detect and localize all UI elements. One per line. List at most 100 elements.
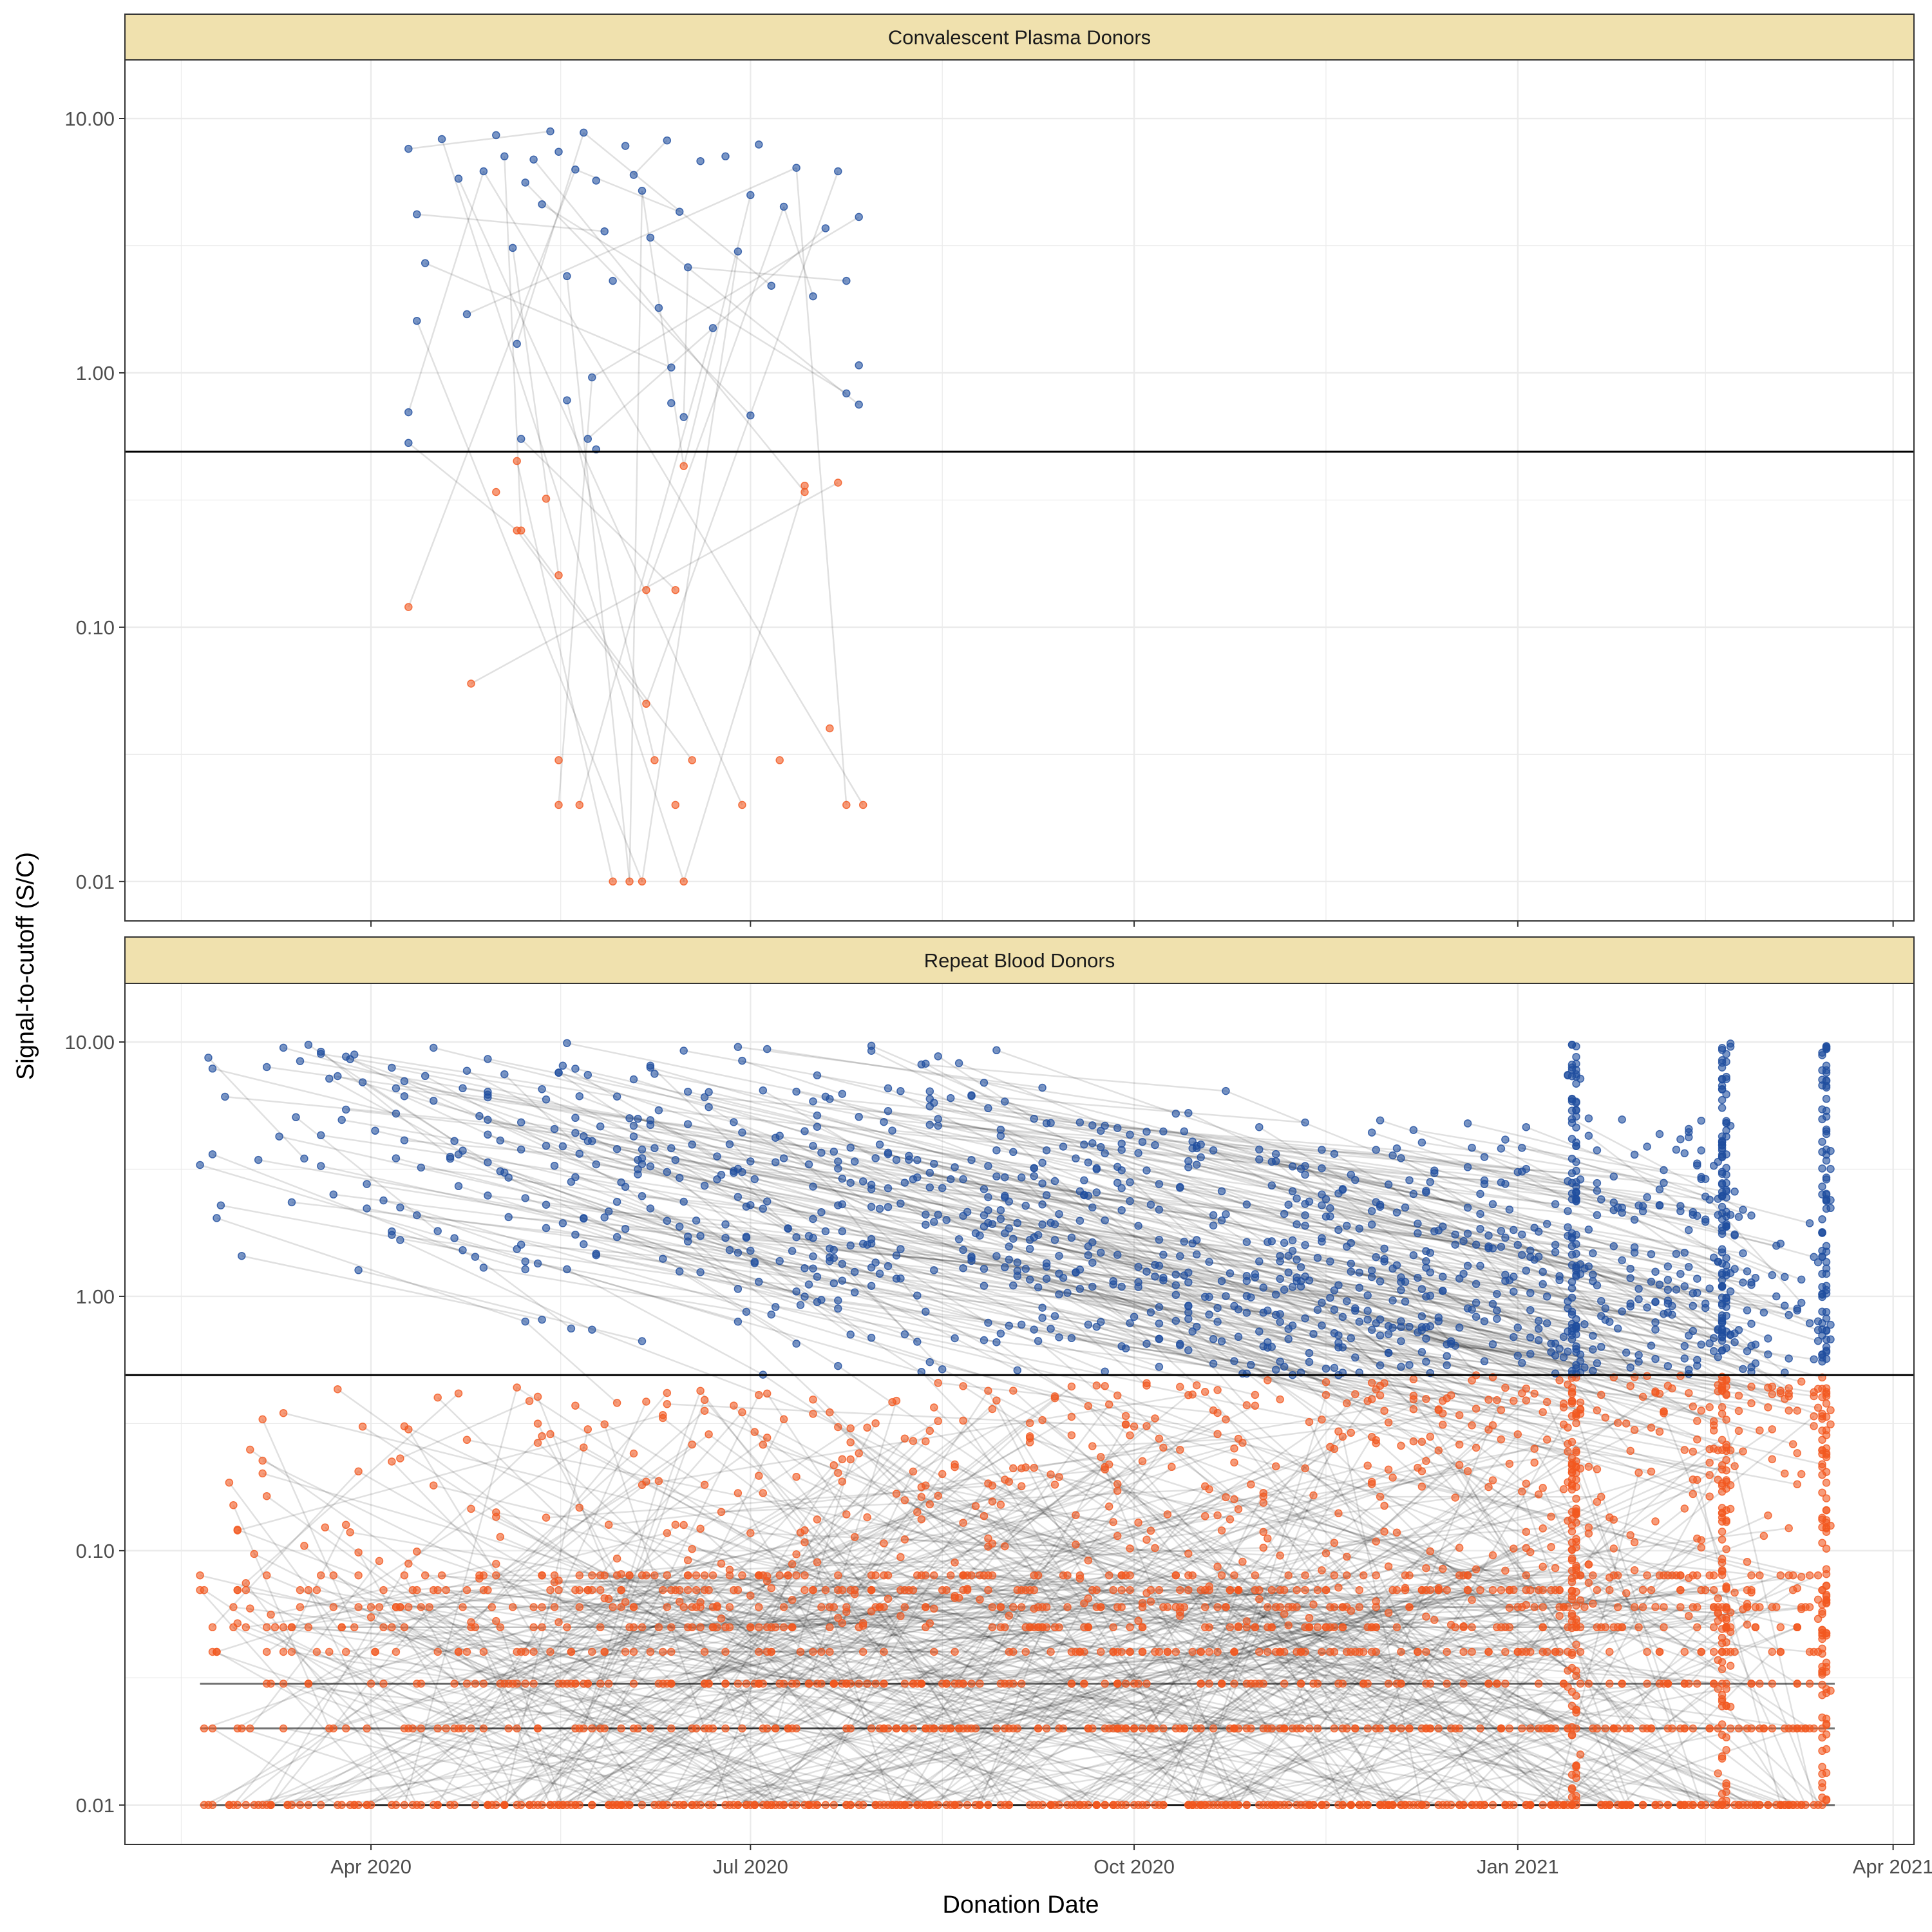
trajectory-line xyxy=(395,1606,468,1653)
point-negative xyxy=(225,1478,234,1487)
point-negative xyxy=(1330,1603,1339,1611)
point-positive xyxy=(667,363,676,372)
point-negative xyxy=(1334,1509,1343,1518)
point-negative xyxy=(546,1801,554,1810)
point-negative xyxy=(1443,1647,1451,1656)
point-negative xyxy=(400,1724,409,1733)
trajectory-line xyxy=(1221,1683,1765,1730)
trajectory-line xyxy=(328,1077,838,1302)
point-positive xyxy=(621,142,630,150)
point-positive xyxy=(592,1251,600,1260)
point-negative xyxy=(1488,1551,1497,1560)
trajectory-line xyxy=(921,1683,1460,1730)
trajectory-line xyxy=(558,1683,664,1806)
point-positive xyxy=(550,1161,559,1170)
point-positive xyxy=(1242,1200,1251,1209)
point-positive xyxy=(1739,1206,1747,1214)
point-negative xyxy=(1330,1647,1339,1656)
point-negative xyxy=(1814,1595,1823,1604)
trajectory-line xyxy=(308,1044,455,1142)
point-negative xyxy=(767,1584,775,1593)
point-negative xyxy=(550,1603,559,1611)
trajectory-line xyxy=(1288,1727,1615,1806)
point-negative xyxy=(1084,1594,1093,1603)
point-positive xyxy=(817,1296,826,1304)
point-positive xyxy=(1722,1126,1730,1135)
point-negative xyxy=(1330,1623,1339,1632)
trajectory-line xyxy=(575,1132,1331,1299)
point-negative xyxy=(750,1801,759,1810)
point-positive xyxy=(1776,1239,1785,1248)
point-negative xyxy=(696,1387,705,1395)
point-positive xyxy=(1718,1271,1727,1279)
point-negative xyxy=(1230,1647,1238,1656)
point-negative xyxy=(1726,1724,1735,1733)
point-negative xyxy=(1660,1623,1668,1632)
point-positive xyxy=(809,1097,817,1106)
trajectory-line xyxy=(245,1683,793,1806)
point-negative xyxy=(1005,1680,1014,1688)
point-negative xyxy=(1505,1801,1514,1810)
trajectory-line xyxy=(1400,1281,1519,1357)
point-positive xyxy=(954,1235,963,1244)
point-negative xyxy=(1493,1396,1501,1405)
point-negative xyxy=(1184,1801,1193,1810)
point-negative xyxy=(1084,1801,1093,1810)
point-negative xyxy=(1584,1530,1593,1538)
point-positive xyxy=(1264,1238,1272,1246)
point-negative xyxy=(1743,1603,1752,1611)
point-negative xyxy=(417,1603,426,1611)
point-positive xyxy=(1072,1154,1080,1163)
point-negative xyxy=(1388,1586,1397,1595)
point-negative xyxy=(1484,1680,1493,1688)
point-negative xyxy=(992,1396,1001,1405)
point-negative xyxy=(1264,1603,1272,1611)
point-negative xyxy=(1647,1423,1656,1432)
point-negative xyxy=(1576,1398,1585,1406)
point-negative xyxy=(1409,1375,1418,1384)
point-positive xyxy=(1013,1366,1022,1375)
trajectory-line xyxy=(321,1134,768,1202)
point-positive xyxy=(1255,1327,1264,1336)
point-negative xyxy=(366,1680,375,1688)
point-positive xyxy=(429,1097,438,1105)
point-negative xyxy=(287,1647,296,1656)
point-negative xyxy=(679,1520,688,1530)
point-positive xyxy=(1518,1359,1526,1367)
point-negative xyxy=(683,1556,692,1564)
point-negative xyxy=(834,1571,842,1580)
trajectory-line xyxy=(587,1589,759,1653)
point-positive xyxy=(567,1177,576,1186)
point-positive xyxy=(809,292,817,301)
point-negative xyxy=(1259,1680,1268,1688)
point-negative xyxy=(1676,1586,1685,1595)
point-negative xyxy=(1280,1586,1289,1595)
point-positive xyxy=(734,1248,743,1257)
point-negative xyxy=(817,1603,826,1611)
trajectory-line xyxy=(766,1490,1118,1582)
point-positive xyxy=(479,167,488,176)
trajectory-line xyxy=(1004,1589,1210,1806)
point-negative xyxy=(1718,1385,1727,1394)
point-negative xyxy=(1101,1680,1109,1688)
trajectory-line xyxy=(696,1468,1023,1806)
point-negative xyxy=(1797,1801,1806,1810)
trajectory-line xyxy=(458,1153,1105,1387)
point-negative xyxy=(1722,1746,1730,1754)
point-positive xyxy=(1459,1236,1468,1245)
trajectory-line xyxy=(1542,1487,1694,1806)
point-negative xyxy=(930,1604,938,1613)
point-positive xyxy=(934,1115,942,1123)
point-positive xyxy=(484,1115,492,1124)
point-positive xyxy=(521,1317,529,1326)
trajectory-line xyxy=(512,1683,1010,1806)
point-positive xyxy=(1597,1296,1605,1305)
point-negative xyxy=(504,1724,513,1733)
point-positive xyxy=(1630,1248,1639,1257)
point-positive xyxy=(1818,1307,1826,1316)
point-negative xyxy=(1318,1416,1326,1424)
point-positive xyxy=(583,1070,592,1079)
point-negative xyxy=(1697,1406,1705,1415)
point-positive xyxy=(1192,1236,1201,1244)
point-negative xyxy=(688,1545,696,1553)
